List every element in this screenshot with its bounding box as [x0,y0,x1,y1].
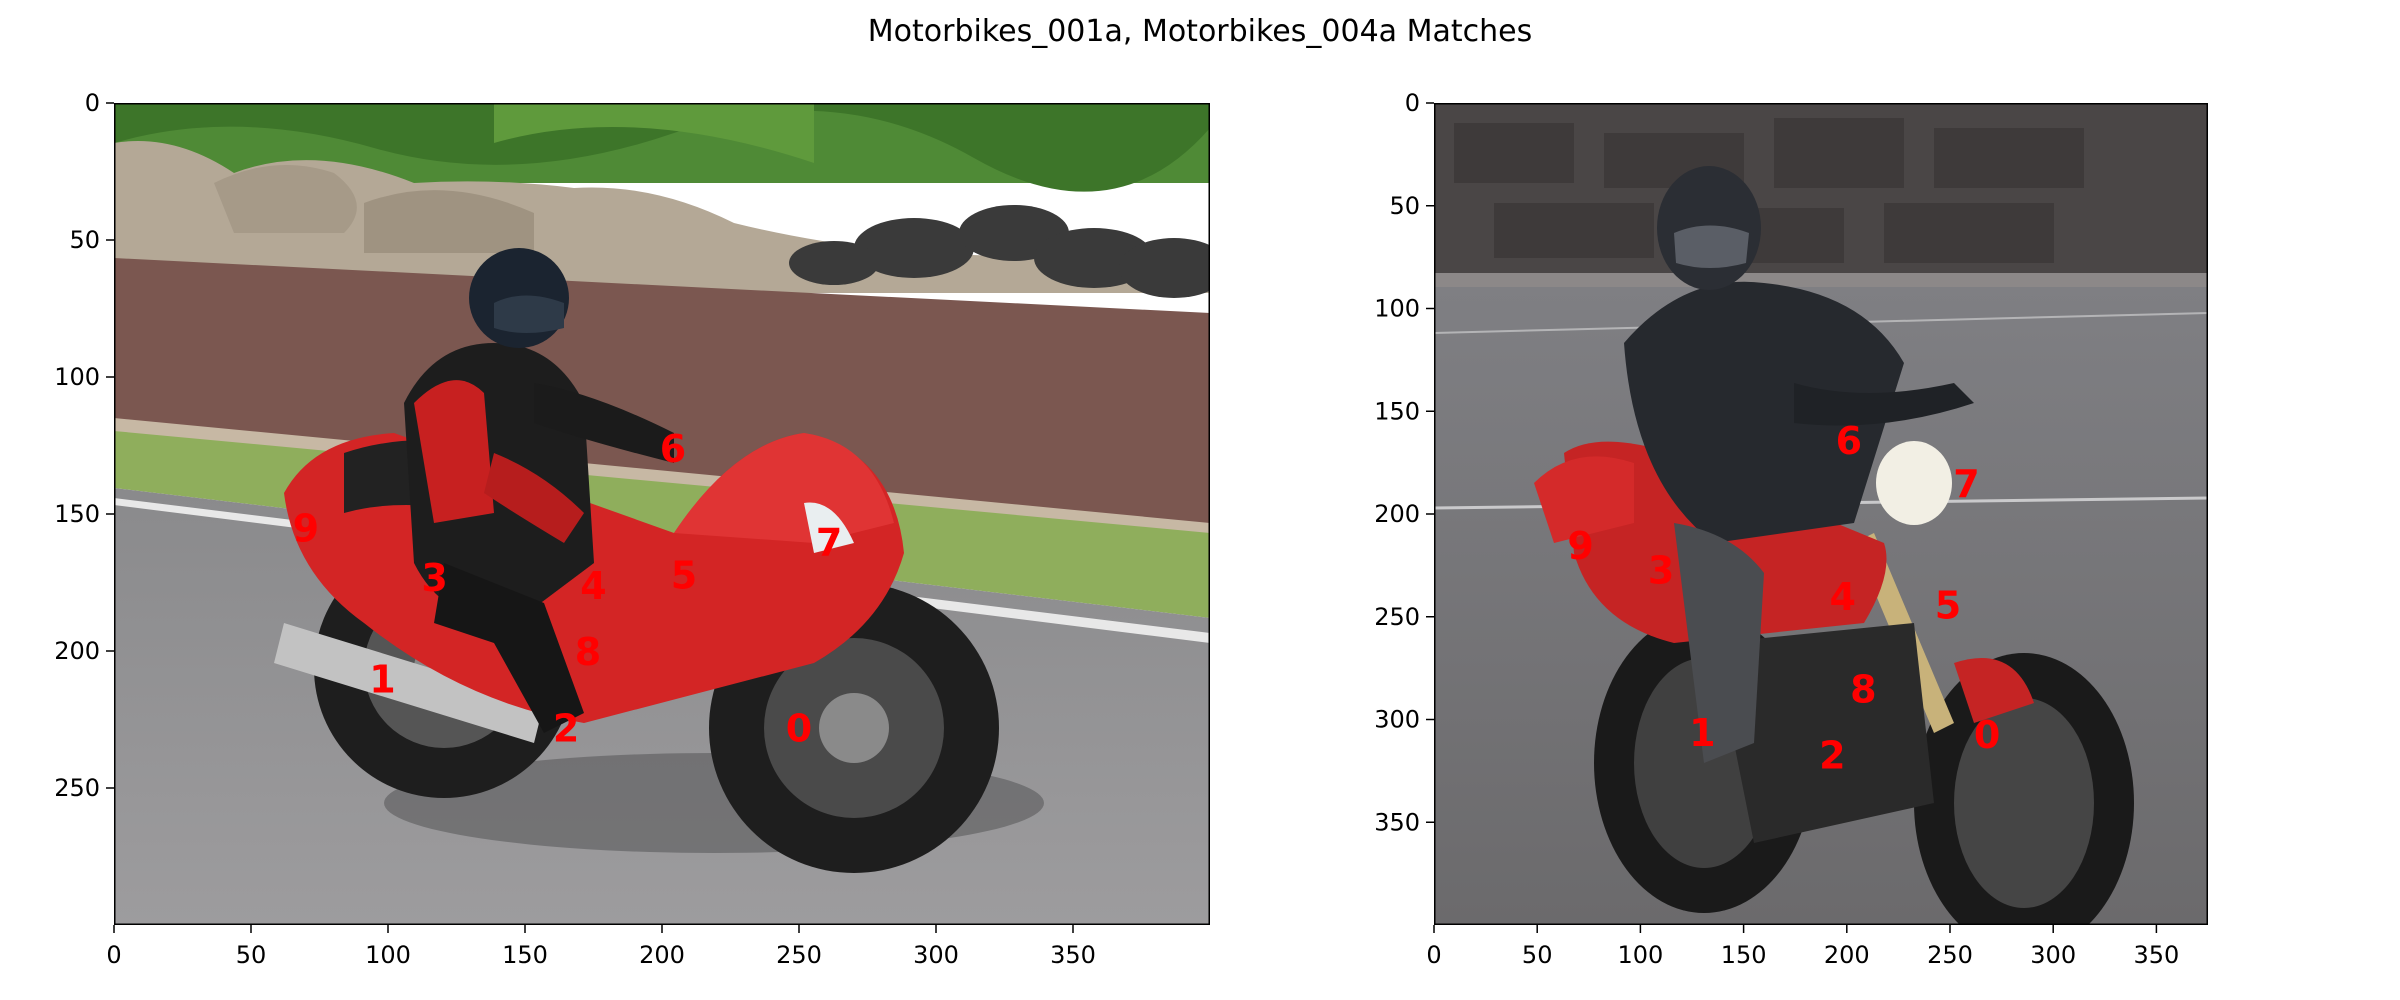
x-tick-label: 350 [2133,941,2179,969]
keypoint-label-3: 3 [1648,548,1674,592]
keypoint-label-5: 5 [1935,583,1961,627]
y-tick-label: 0 [85,89,100,117]
y-tick-label: 150 [54,500,100,528]
y-tick-label: 250 [54,774,100,802]
x-tick-label: 50 [236,941,267,969]
keypoint-label-1: 1 [369,657,395,701]
y-tick-label: 300 [1374,706,1420,734]
y-tick-label: 200 [1374,500,1420,528]
figure-title: Motorbikes_001a, Motorbikes_004a Matches [867,14,1533,49]
y-tick-label: 150 [1374,397,1420,425]
axes-frame-left [114,103,1210,925]
keypoint-label-6: 6 [660,427,686,471]
x-tick-label: 300 [913,941,959,969]
keypoint-label-9: 9 [293,507,319,551]
x-axis-right: 0 50 100 150 200 250 300 350 [1426,925,2179,969]
keypoint-label-6: 6 [1836,419,1862,463]
y-axis-right: 0 50 100 150 200 250 300 350 [1374,89,1434,836]
keypoint-label-0: 0 [786,707,812,751]
y-tick-label: 250 [1374,603,1420,631]
keypoint-label-5: 5 [671,553,697,597]
keypoint-label-9: 9 [1567,524,1593,568]
keypoint-label-1: 1 [1689,711,1715,755]
keypoint-label-2: 2 [1819,733,1845,777]
y-tick-label: 350 [1374,808,1420,836]
x-tick-label: 0 [1426,941,1441,969]
y-tick-label: 200 [54,637,100,665]
x-tick-label: 100 [365,941,411,969]
x-tick-label: 150 [1721,941,1767,969]
y-tick-label: 50 [69,226,100,254]
y-tick-label: 50 [1389,192,1420,220]
axes-frame-right [1434,103,2208,925]
x-tick-label: 150 [502,941,548,969]
y-tick-label: 100 [54,363,100,391]
x-tick-label: 350 [1050,941,1096,969]
keypoint-label-4: 4 [1829,575,1855,619]
x-tick-label: 100 [1617,941,1663,969]
keypoint-label-7: 7 [816,520,842,564]
y-tick-label: 0 [1405,89,1420,117]
y-tick-label: 100 [1374,295,1420,323]
x-tick-label: 250 [776,941,822,969]
keypoint-label-2: 2 [553,707,579,751]
keypoint-label-3: 3 [421,556,447,600]
keypoint-label-8: 8 [575,630,601,674]
x-tick-label: 300 [2030,941,2076,969]
right-image-panel: 0 50 100 150 200 250 300 350 0 50 100 150 200 250 300… [1374,89,2208,969]
y-axis-left: 0 50 100 150 200 250 [54,89,114,802]
x-tick-label: 50 [1522,941,1553,969]
x-tick-label: 200 [639,941,685,969]
x-tick-label: 250 [1927,941,1973,969]
keypoint-label-8: 8 [1850,668,1876,712]
keypoints-left: 0 1 2 3 4 5 6 7 8 9 [293,427,843,750]
x-axis-left: 0 50 100 150 200 250 300 350 [106,925,1096,969]
x-tick-label: 200 [1824,941,1870,969]
keypoint-label-7: 7 [1953,462,1979,506]
keypoint-label-4: 4 [580,564,606,608]
motorbike-photo-right [1434,103,2208,925]
keypoint-label-0: 0 [1974,713,2000,757]
x-tick-label: 0 [106,941,121,969]
left-image-panel: 0 50 100 150 200 250 300 350 0 50 100 150 200 250 0 1… [54,89,1210,969]
motorbike-photo-left [114,103,1210,925]
keypoints-right: 0 1 2 3 4 5 6 7 8 9 [1567,419,2000,777]
